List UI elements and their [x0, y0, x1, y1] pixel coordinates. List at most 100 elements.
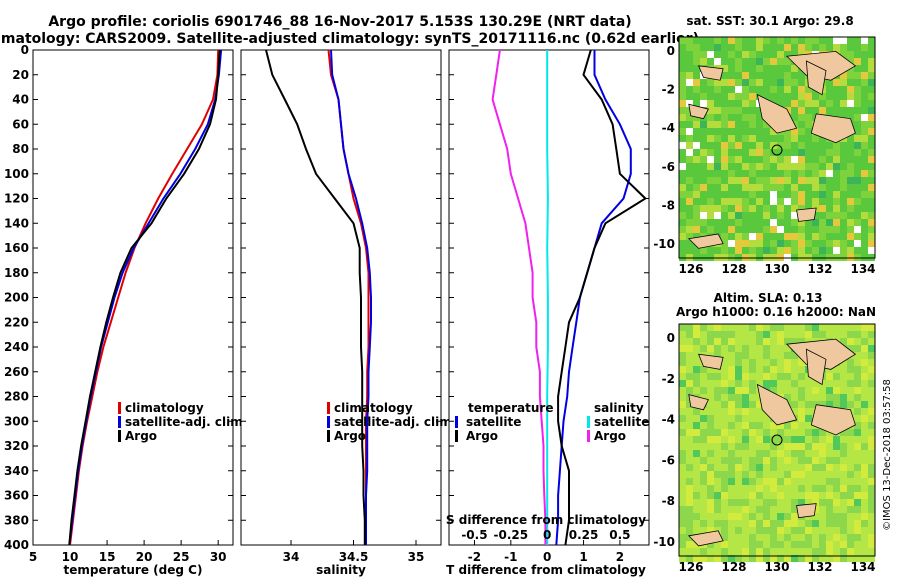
map-cell — [707, 114, 714, 121]
map-cell — [749, 513, 756, 520]
map-cell — [833, 37, 840, 44]
map-cell — [679, 114, 686, 121]
map-cell — [749, 212, 756, 219]
map-cell — [749, 163, 756, 170]
map-cell — [700, 247, 707, 254]
x-tick-label: 20 — [136, 550, 153, 564]
map-cell — [728, 457, 735, 464]
map-cell — [805, 450, 812, 457]
map-cell — [686, 86, 693, 93]
map-cell — [742, 471, 749, 478]
map-cell — [749, 191, 756, 198]
map-cell — [721, 233, 728, 240]
map-cell — [693, 541, 700, 548]
map-cell — [763, 163, 770, 170]
map-cell — [826, 450, 833, 457]
map-cell — [756, 450, 763, 457]
map-cell — [707, 394, 714, 401]
map-cell — [833, 100, 840, 107]
map-cell — [854, 205, 861, 212]
map-cell — [756, 58, 763, 65]
map-cell — [791, 422, 798, 429]
legend-t-satellite: satellite — [466, 415, 521, 429]
map-cell — [763, 226, 770, 233]
map-cell — [721, 107, 728, 114]
map-cell — [805, 114, 812, 121]
map-cell — [714, 352, 721, 359]
map-cell — [728, 429, 735, 436]
map-cell — [721, 226, 728, 233]
map-cell — [756, 51, 763, 58]
map-cell — [798, 233, 805, 240]
map-cell — [840, 184, 847, 191]
map-cell — [840, 205, 847, 212]
map-cell — [749, 436, 756, 443]
map-cell — [721, 240, 728, 247]
map-cell — [735, 506, 742, 513]
map-cell — [679, 107, 686, 114]
map-cell — [721, 142, 728, 149]
map-cell — [721, 121, 728, 128]
map-cell — [700, 191, 707, 198]
map-cell — [868, 401, 875, 408]
map-cell — [770, 478, 777, 485]
map-cell — [861, 443, 868, 450]
map-cell — [784, 373, 791, 380]
map-cell — [756, 359, 763, 366]
map-cell — [686, 219, 693, 226]
map-cell — [679, 338, 686, 345]
map-cell — [847, 513, 854, 520]
map-cell — [679, 401, 686, 408]
map-cell — [833, 149, 840, 156]
map-cell — [840, 72, 847, 79]
map-cell — [770, 520, 777, 527]
map-cell — [679, 198, 686, 205]
map-cell — [854, 534, 861, 541]
map-cell — [742, 408, 749, 415]
map-cell — [742, 373, 749, 380]
map-cell — [763, 65, 770, 72]
map-cell — [721, 352, 728, 359]
map-cell — [721, 492, 728, 499]
map-cell — [805, 135, 812, 142]
map-cell — [777, 100, 784, 107]
map-cell — [721, 149, 728, 156]
map-cell — [707, 121, 714, 128]
map-cell — [833, 464, 840, 471]
map-cell — [735, 345, 742, 352]
map-cell — [854, 135, 861, 142]
map-cell — [714, 37, 721, 44]
map-cell — [826, 331, 833, 338]
map-cell — [777, 534, 784, 541]
map-cell — [721, 79, 728, 86]
map-cell — [861, 541, 868, 548]
map-cell — [854, 72, 861, 79]
map-cell — [742, 380, 749, 387]
map-cell — [756, 177, 763, 184]
map-cell — [700, 548, 707, 555]
map-cell — [679, 226, 686, 233]
map-cell — [714, 366, 721, 373]
map-cell — [868, 128, 875, 135]
map-cell — [826, 149, 833, 156]
map-cell — [777, 93, 784, 100]
map-cell — [861, 331, 868, 338]
map-cell — [819, 485, 826, 492]
map-cell — [749, 170, 756, 177]
map-cell — [868, 205, 875, 212]
map-cell — [868, 121, 875, 128]
map-cell — [763, 436, 770, 443]
map-cell — [714, 170, 721, 177]
map-cell — [812, 436, 819, 443]
map-cell — [805, 555, 812, 562]
map-cell — [714, 205, 721, 212]
map-cell — [847, 520, 854, 527]
map-cell — [854, 142, 861, 149]
map-cell — [868, 422, 875, 429]
map-cell — [700, 51, 707, 58]
map-cell — [749, 233, 756, 240]
map-cell — [847, 478, 854, 485]
map-cell — [749, 345, 756, 352]
